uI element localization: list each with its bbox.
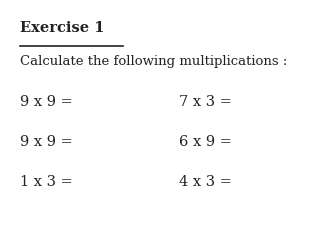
- Text: 1 x 3 =: 1 x 3 =: [20, 176, 73, 189]
- Text: 9 x 9 =: 9 x 9 =: [20, 135, 73, 149]
- Text: 4 x 3 =: 4 x 3 =: [179, 176, 232, 189]
- Text: Exercise 1: Exercise 1: [20, 21, 105, 35]
- Text: Calculate the following multiplications :: Calculate the following multiplications …: [20, 55, 287, 68]
- Text: 9 x 9 =: 9 x 9 =: [20, 95, 73, 109]
- Text: 6 x 9 =: 6 x 9 =: [179, 135, 232, 149]
- Text: 7 x 3 =: 7 x 3 =: [179, 95, 232, 109]
